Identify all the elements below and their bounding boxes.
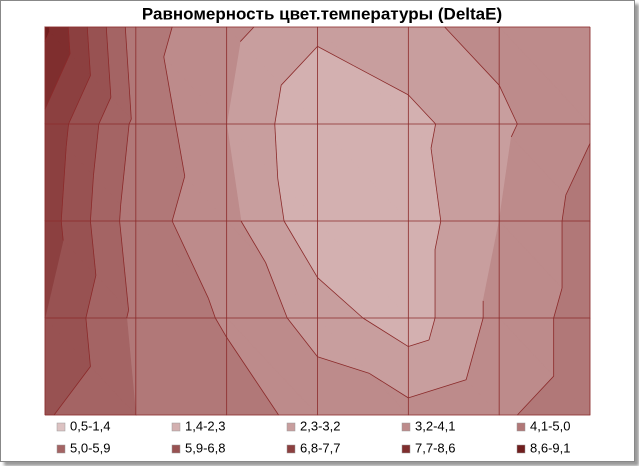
contour-line <box>498 85 518 125</box>
contour-line <box>430 123 436 149</box>
contour-line <box>68 75 91 125</box>
legend-swatch <box>286 422 296 432</box>
contour-line <box>119 204 122 222</box>
legend-swatch <box>516 422 526 432</box>
contour-line <box>286 317 318 358</box>
legend-label: 3,2-4,1 <box>415 418 455 433</box>
contour-line <box>60 220 64 241</box>
contour-line <box>93 123 100 176</box>
contour-line <box>240 220 266 263</box>
legend-label: 5,9-6,8 <box>185 440 225 455</box>
contour-line <box>86 26 91 76</box>
legend-label: 0,5-1,4 <box>70 418 110 433</box>
contour-line <box>510 123 518 138</box>
contour-line <box>430 148 442 222</box>
legend-swatch <box>171 422 181 432</box>
legend-swatch <box>171 444 181 454</box>
legend-label: 1,4-2,3 <box>185 418 225 433</box>
contour-line <box>128 118 132 125</box>
contour-line <box>561 195 567 222</box>
contour-line <box>119 220 129 311</box>
contour-line <box>274 85 282 125</box>
contour-line <box>283 220 318 278</box>
contour-line <box>553 288 563 319</box>
contour-line <box>163 56 176 125</box>
contour-line <box>277 178 285 222</box>
legend-label: 6,8-7,7 <box>300 440 340 455</box>
legend-swatch <box>56 422 66 432</box>
legend-swatch <box>401 422 411 432</box>
contour-line <box>53 366 91 416</box>
contour-line <box>408 94 436 125</box>
contour-line <box>126 310 129 319</box>
contour-line <box>90 175 94 222</box>
legend-label: 8,6-9,1 <box>530 440 570 455</box>
contour-line <box>317 277 364 319</box>
legend-label: 4,1-5,0 <box>530 418 570 433</box>
legend-swatch <box>286 444 296 454</box>
contour-line <box>265 262 288 319</box>
contour-line <box>171 176 186 222</box>
contour-line <box>65 123 69 147</box>
contour-line <box>428 317 436 341</box>
contour-line <box>434 220 442 250</box>
legend-label: 5,0-5,9 <box>70 440 110 455</box>
chart-title: Равномерность цвет.температуры (DeltaE) <box>142 4 502 23</box>
contour-line <box>214 317 228 338</box>
contour-line <box>353 65 409 96</box>
contour-line <box>362 317 409 347</box>
contour-line <box>317 46 355 67</box>
contour-line <box>163 26 173 57</box>
contour-line <box>105 26 112 98</box>
contour-line <box>280 46 318 86</box>
contour-line <box>517 375 554 416</box>
contour-line <box>124 26 132 120</box>
contour-line <box>85 275 97 319</box>
contour-line <box>239 26 255 42</box>
legend-label: 2,3-3,2 <box>300 418 340 433</box>
contour-line <box>408 339 430 347</box>
contour-line <box>44 53 71 110</box>
legend-swatch <box>516 444 526 454</box>
contour-line <box>465 317 484 380</box>
contour-line <box>208 298 216 319</box>
legend-swatch <box>56 444 66 454</box>
contour-line <box>565 143 591 196</box>
contour-line <box>67 26 71 54</box>
contour-line <box>85 317 91 367</box>
contour-line <box>98 97 112 125</box>
contour-line <box>274 123 279 179</box>
contour-line <box>369 373 409 399</box>
contour-line <box>44 31 50 43</box>
contour-line <box>90 220 97 276</box>
contour-line <box>171 220 209 299</box>
contour-line <box>317 356 370 374</box>
contour-line <box>175 123 186 177</box>
contour-line <box>60 146 67 222</box>
legend-label: 7,7-8,6 <box>415 440 455 455</box>
contour-line <box>408 379 467 399</box>
contour-line <box>226 337 279 416</box>
legend-swatch <box>401 444 411 454</box>
contour-line <box>120 123 130 205</box>
contour-line <box>444 26 500 86</box>
